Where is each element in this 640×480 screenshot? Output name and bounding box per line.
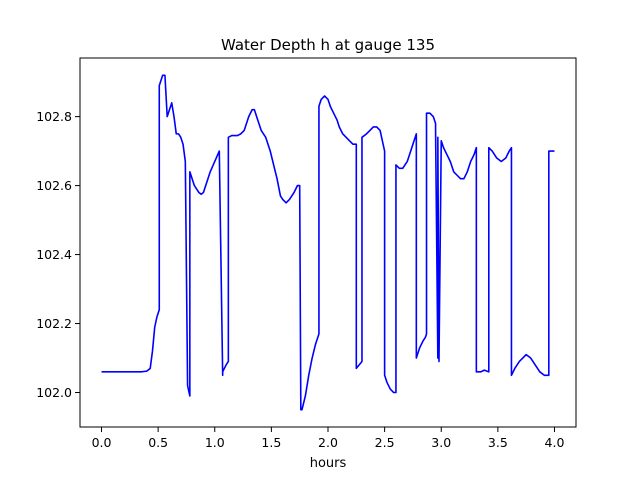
x-tick-label: 3.5 xyxy=(488,435,508,450)
x-tick-label: 0.0 xyxy=(92,435,112,450)
y-tick-label: 102.0 xyxy=(36,385,72,400)
x-tick-label: 0.5 xyxy=(148,435,168,450)
x-tick-label: 2.0 xyxy=(318,435,338,450)
x-axis-label: hours xyxy=(310,456,347,471)
x-tick-label: 3.0 xyxy=(431,435,451,450)
x-tick-label: 4.0 xyxy=(545,435,565,450)
y-tick-label: 102.4 xyxy=(36,247,72,262)
x-tick-label: 1.0 xyxy=(205,435,225,450)
y-tick-label: 102.8 xyxy=(36,109,72,124)
x-tick-label: 2.5 xyxy=(375,435,395,450)
x-axis-ticks: 0.0 0.5 1.0 1.5 2.0 2.5 3.0 3.5 4.0 xyxy=(92,427,565,450)
y-axis-ticks: 102.0 102.2 102.4 102.6 102.8 xyxy=(36,109,80,400)
x-tick-label: 1.5 xyxy=(261,435,281,450)
y-tick-label: 102.6 xyxy=(36,178,72,193)
chart-title: Water Depth h at gauge 135 xyxy=(221,36,435,54)
y-tick-label: 102.2 xyxy=(36,316,72,331)
plot-area xyxy=(101,74,555,411)
series-line-water-depth xyxy=(101,74,555,411)
